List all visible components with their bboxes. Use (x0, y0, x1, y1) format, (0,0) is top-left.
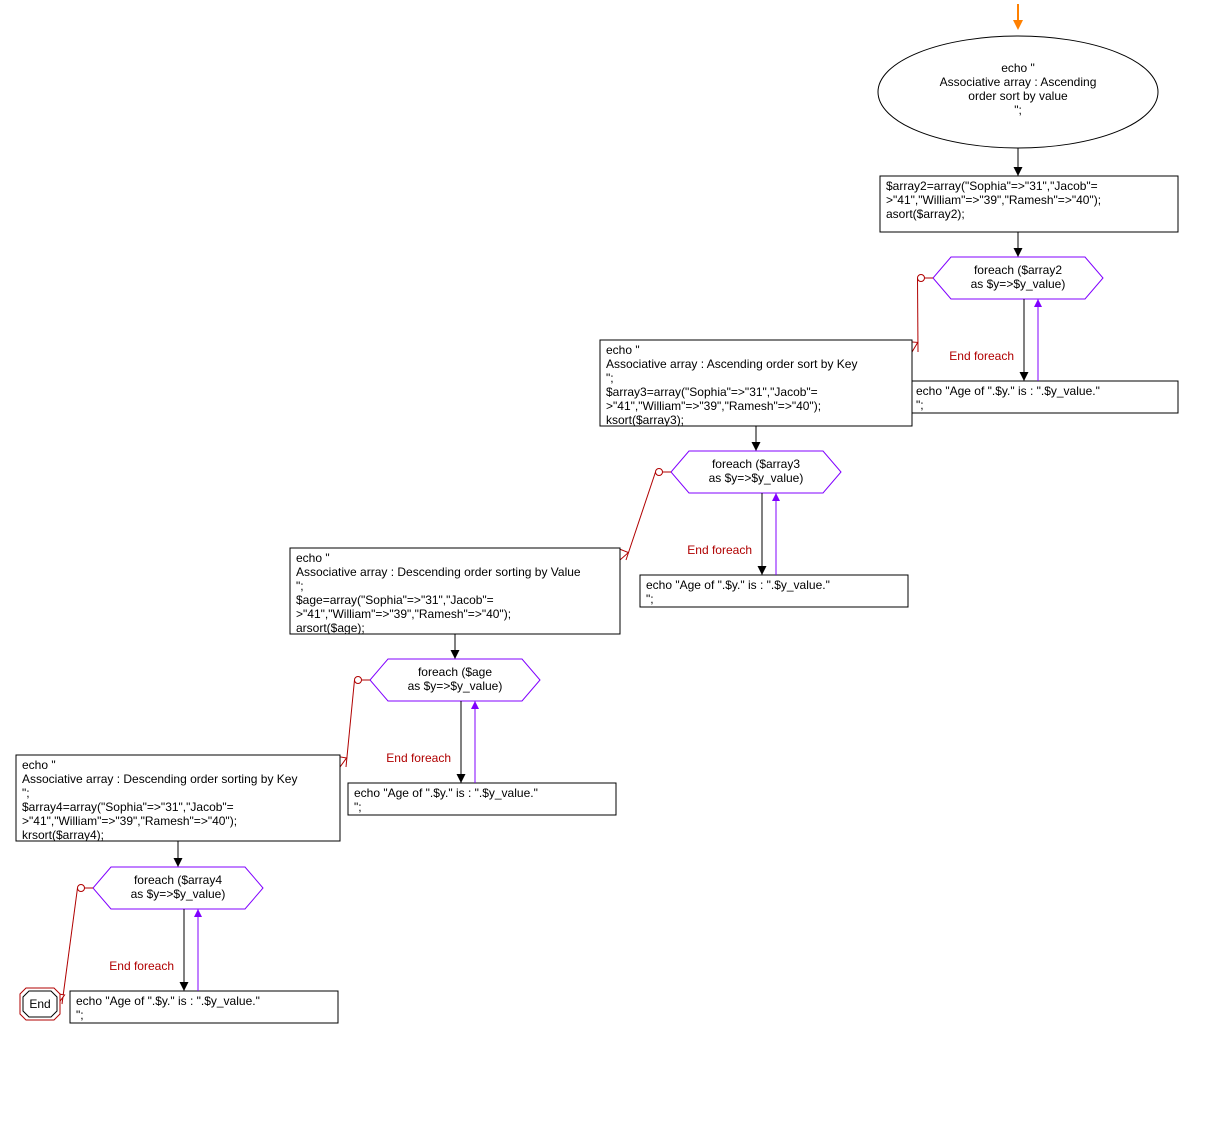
end-label: End (29, 997, 50, 1011)
svg-text:foreach ($array4as $y=>$y_valu: foreach ($array4as $y=>$y_value) (131, 873, 226, 901)
end-foreach-label: End foreach (949, 349, 1014, 363)
loop-exit-dot (918, 275, 925, 282)
flowchart-canvas: echo "Associative array : Ascendingorder… (0, 0, 1217, 1126)
loop-exit-dot (656, 469, 663, 476)
end-foreach-label: End foreach (687, 543, 752, 557)
svg-text:foreach ($ageas $y=>$y_value): foreach ($ageas $y=>$y_value) (408, 665, 503, 693)
loop-exit-dot (78, 885, 85, 892)
loop-exit-dot (355, 677, 362, 684)
end-foreach-label: End foreach (109, 959, 174, 973)
svg-text:foreach ($array3as $y=>$y_valu: foreach ($array3as $y=>$y_value) (709, 457, 804, 485)
svg-text:foreach ($array2as $y=>$y_valu: foreach ($array2as $y=>$y_value) (971, 263, 1066, 291)
end-foreach-label: End foreach (386, 751, 451, 765)
